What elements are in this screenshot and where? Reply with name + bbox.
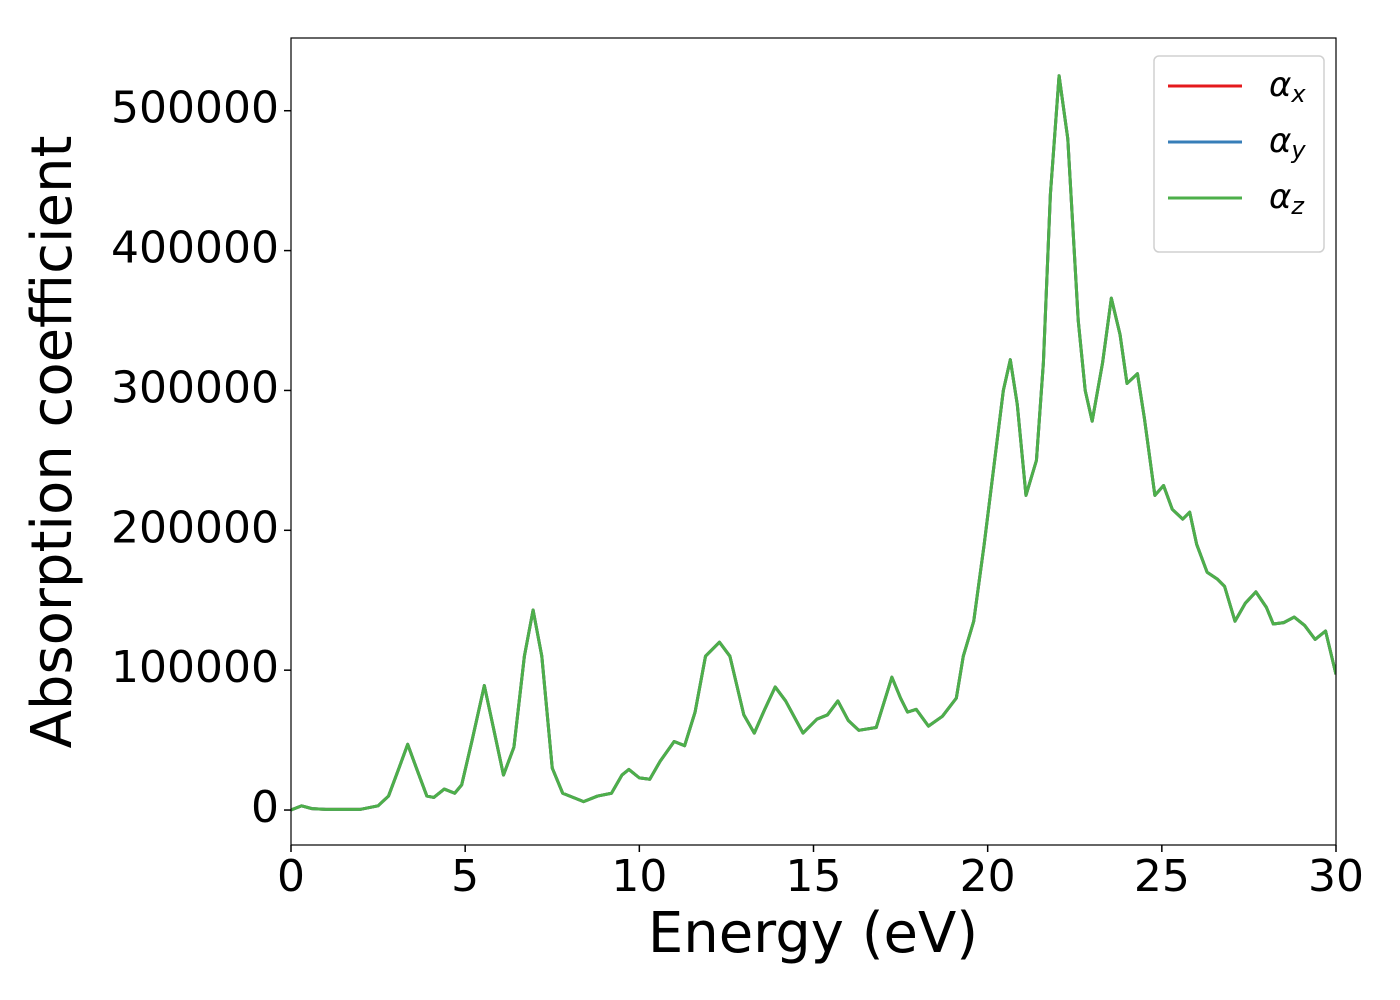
- legend-label: αx: [1269, 65, 1306, 109]
- x-tick-label: 25: [1134, 851, 1190, 902]
- y-tick-label: 400000: [111, 223, 279, 274]
- y-tick-label: 100000: [111, 642, 279, 693]
- y-tick-label: 200000: [111, 502, 279, 553]
- legend-label: αy: [1269, 121, 1306, 165]
- x-tick-label: 20: [960, 851, 1016, 902]
- y-tick-label: 300000: [111, 362, 279, 413]
- plot-frame: [290, 37, 1337, 846]
- y-axis-label: Absorption coefficient: [20, 136, 85, 749]
- y-tick-label: 500000: [111, 83, 279, 134]
- x-tick-label: 0: [277, 851, 305, 902]
- x-tick-label: 30: [1308, 851, 1364, 902]
- legend-box: [1153, 55, 1325, 253]
- x-axis-label: Energy (eV): [648, 901, 978, 966]
- x-tick-label: 10: [611, 851, 667, 902]
- y-tick-label: 0: [251, 782, 279, 833]
- series-line: [291, 74, 1336, 812]
- x-tick-label: 5: [451, 851, 479, 902]
- x-tick-label: 15: [786, 851, 842, 902]
- legend-label: αz: [1269, 177, 1305, 221]
